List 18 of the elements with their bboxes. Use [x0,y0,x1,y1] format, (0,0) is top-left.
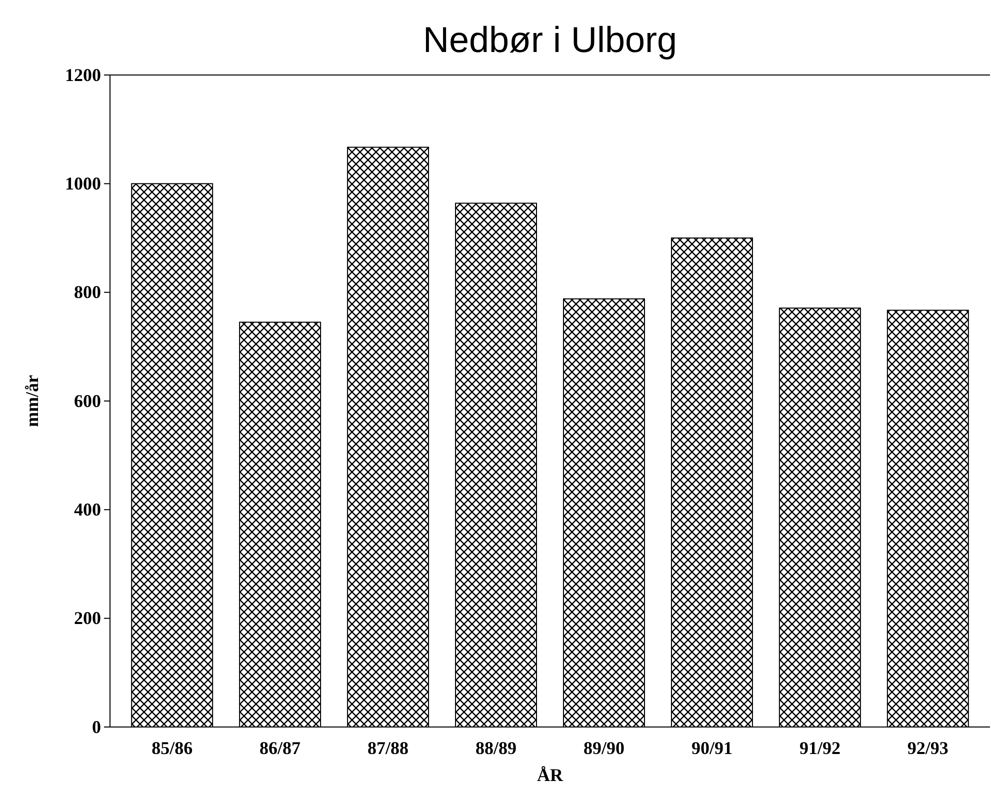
y-tick-label: 800 [74,282,101,302]
x-tick-label: 91/92 [799,738,840,758]
y-tick-label: 200 [74,608,101,628]
y-tick-label: 600 [74,390,101,411]
x-tick-label: 85/86 [152,738,193,758]
x-tick-label: 89/90 [583,738,624,758]
y-tick-label: 1000 [65,173,101,194]
x-tick-label: 87/88 [368,738,409,758]
y-axis-title: mm/år [22,375,42,427]
y-tick-label: 400 [74,499,101,520]
x-axis-title: ÅR [537,765,564,785]
y-tick-label: 0 [92,716,101,737]
x-tick-label: 90/91 [691,738,732,758]
x-tick-label: 88/89 [476,738,517,758]
chart-title: Nedbør i Ulborg [422,19,678,60]
x-tick-label: 92/93 [907,738,948,758]
x-tick-label: 86/87 [260,738,301,758]
y-tick-label: 1200 [65,64,101,85]
